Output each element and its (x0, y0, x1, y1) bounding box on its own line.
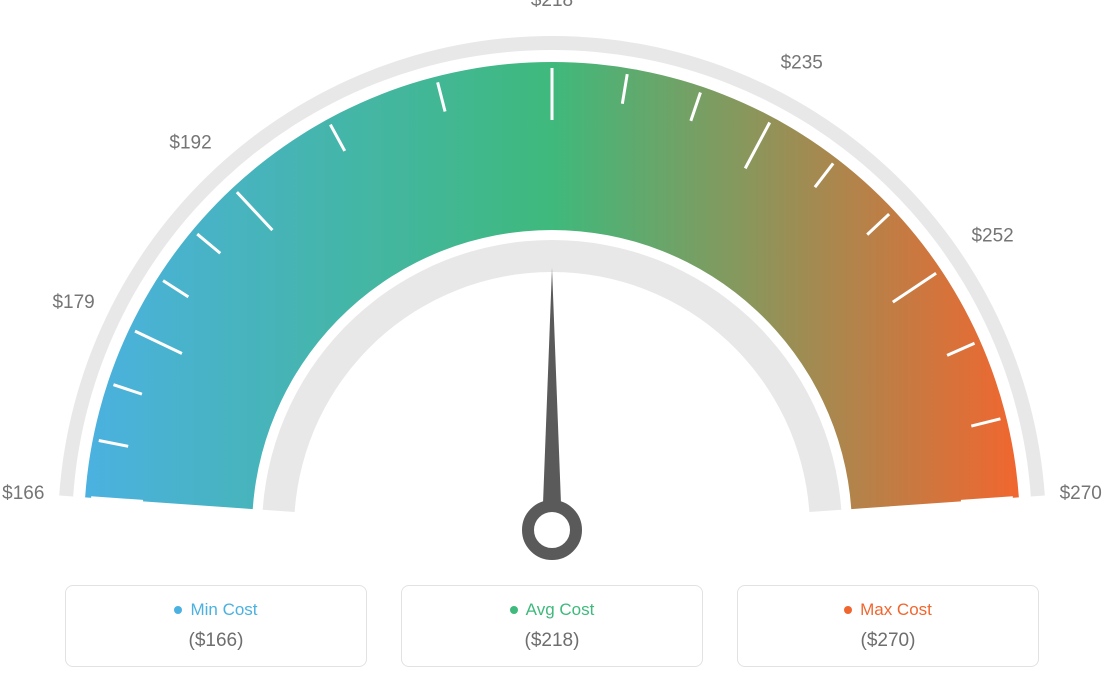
gauge-tick-label: $270 (1060, 483, 1102, 504)
legend-value: ($218) (402, 630, 702, 652)
max-dot-icon (844, 606, 852, 614)
min-dot-icon (174, 606, 182, 614)
gauge-tick-label: $192 (169, 132, 211, 153)
legend-label: Max Cost (860, 600, 932, 620)
gauge-tick-label: $252 (971, 225, 1013, 246)
legend-card-header: Min Cost (174, 600, 257, 620)
legend-row: Min Cost ($166) Avg Cost ($218) Max Cost ($27… (0, 585, 1104, 667)
cost-gauge: $166 $179 $192 $218 $235 $252 $270 (0, 0, 1104, 560)
legend-value: ($270) (738, 630, 1038, 652)
legend-card-header: Max Cost (844, 600, 932, 620)
legend-card-avg: Avg Cost ($218) (401, 585, 703, 667)
legend-label: Avg Cost (526, 600, 595, 620)
legend-card-min: Min Cost ($166) (65, 585, 367, 667)
gauge-needle (542, 268, 562, 530)
gauge-tick-label: $218 (531, 0, 573, 11)
legend-value: ($166) (66, 630, 366, 652)
legend-card-header: Avg Cost (510, 600, 595, 620)
gauge-tick-label: $235 (781, 53, 823, 74)
avg-dot-icon (510, 606, 518, 614)
legend-label: Min Cost (190, 600, 257, 620)
gauge-tick-label: $179 (52, 292, 94, 313)
legend-card-max: Max Cost ($270) (737, 585, 1039, 667)
gauge-needle-hub (528, 506, 576, 554)
gauge-tick-label: $166 (2, 483, 44, 504)
